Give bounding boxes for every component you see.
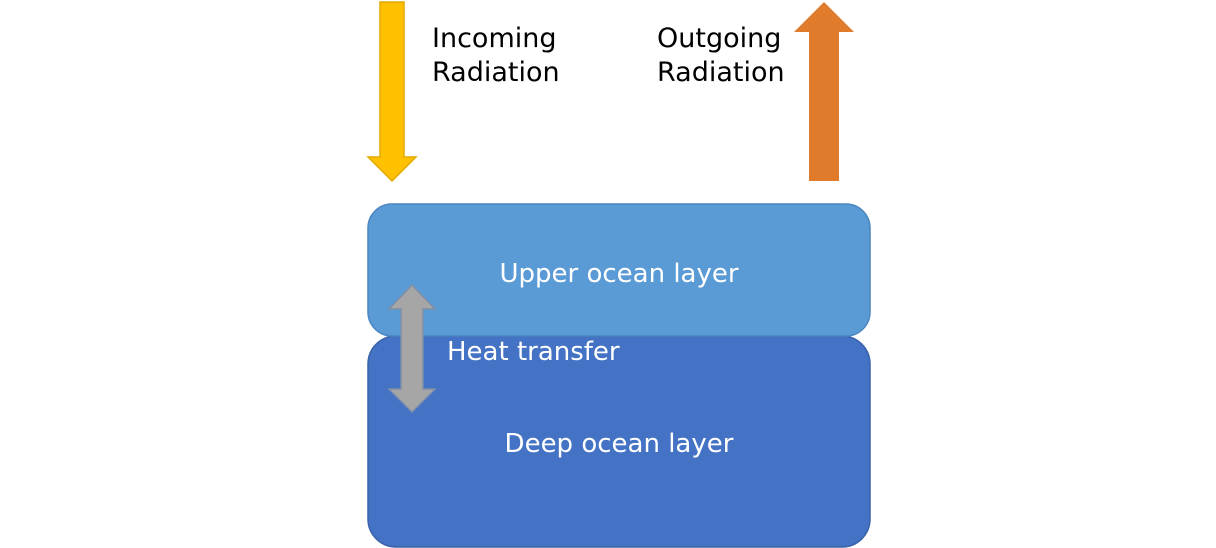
heat-transfer-label: Heat transfer <box>447 337 620 367</box>
incoming-radiation-label-line1: Incoming <box>432 23 557 54</box>
outgoing-radiation-label-line1: Outgoing <box>657 23 781 54</box>
outgoing-radiation-arrow <box>794 2 854 181</box>
deep-ocean-layer-label: Deep ocean layer <box>505 429 734 459</box>
outgoing-radiation-label-line2: Radiation <box>657 57 785 88</box>
heat-transfer-arrow <box>387 283 437 414</box>
incoming-radiation-arrow <box>366 1 418 183</box>
upper-ocean-layer-box <box>367 203 871 337</box>
upper-ocean-layer-label: Upper ocean layer <box>499 259 738 289</box>
incoming-radiation-label-line2: Radiation <box>432 57 560 88</box>
